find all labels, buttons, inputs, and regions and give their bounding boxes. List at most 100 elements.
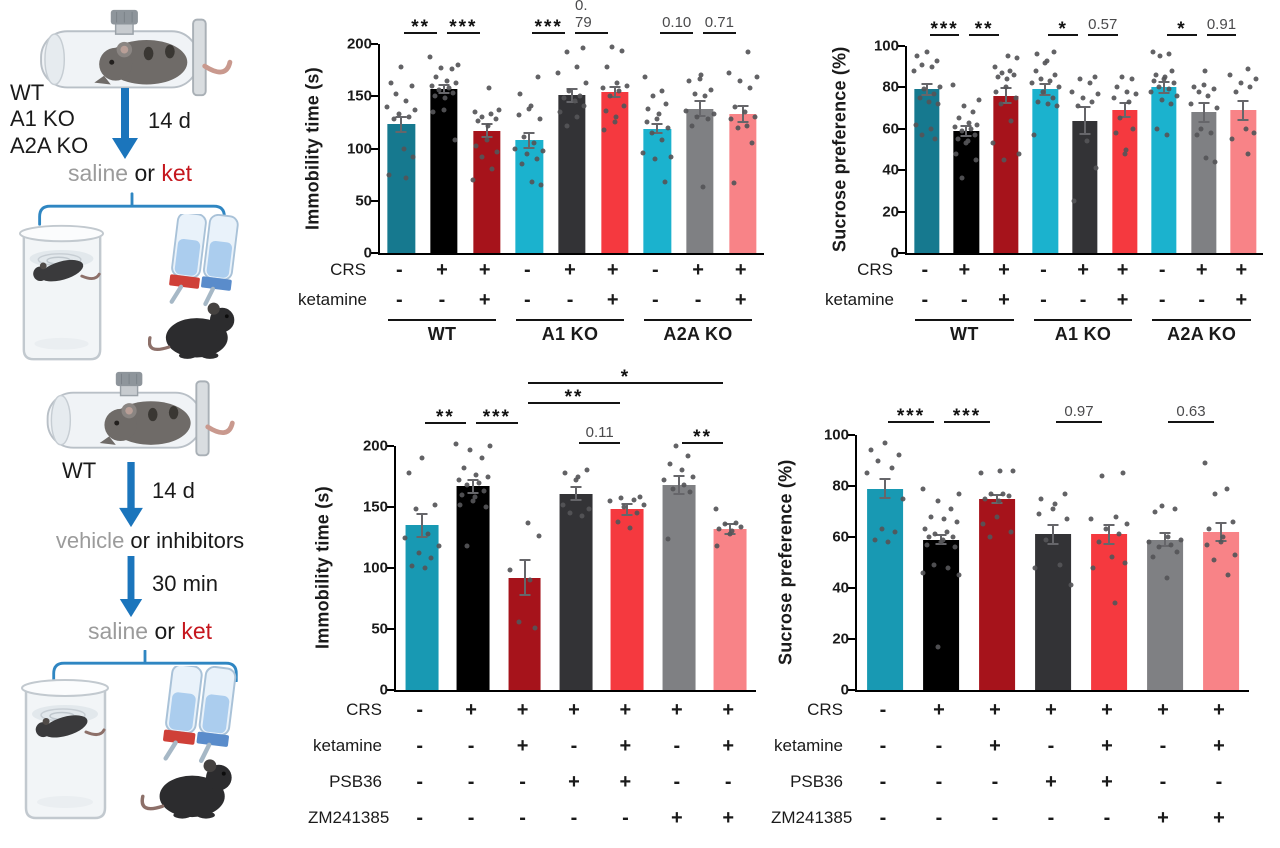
error-cap bbox=[651, 131, 663, 134]
bar-slot bbox=[1137, 435, 1193, 690]
data-point bbox=[744, 123, 750, 129]
error-cap bbox=[519, 594, 531, 597]
or-label: or bbox=[128, 160, 162, 186]
data-point bbox=[952, 124, 958, 130]
data-point bbox=[937, 84, 943, 90]
data-point bbox=[1095, 91, 1101, 97]
y-tick-label: 50 bbox=[355, 192, 372, 210]
data-point bbox=[1077, 76, 1083, 82]
bar-slot bbox=[550, 446, 601, 690]
data-point bbox=[885, 539, 891, 545]
error-cap bbox=[1079, 106, 1091, 109]
data-point bbox=[479, 114, 485, 120]
data-point bbox=[584, 467, 590, 473]
data-point bbox=[1174, 549, 1180, 555]
treatment-sign: + bbox=[1116, 289, 1129, 311]
treatment-row: ZM241385 - - - - - + + bbox=[308, 800, 754, 836]
data-point bbox=[931, 91, 937, 97]
data-point bbox=[673, 443, 679, 449]
data-point bbox=[1220, 534, 1226, 540]
data-point bbox=[464, 482, 470, 488]
data-point bbox=[948, 506, 954, 512]
data-point bbox=[535, 74, 541, 80]
data-point bbox=[1205, 93, 1211, 99]
data-point bbox=[579, 513, 585, 519]
treatment-sign: - bbox=[524, 259, 531, 281]
data-point bbox=[1004, 76, 1010, 82]
data-point bbox=[441, 107, 447, 113]
plot-area: 0 50 100 150 200 bbox=[363, 439, 756, 698]
data-point bbox=[692, 91, 698, 97]
data-point bbox=[473, 143, 479, 149]
data-point bbox=[914, 53, 920, 59]
y-tick-label: 60 bbox=[832, 528, 849, 546]
data-point bbox=[722, 521, 728, 527]
data-point bbox=[1251, 130, 1257, 136]
data-point bbox=[1034, 51, 1040, 57]
pretreatment-label: vehicle or inhibitors bbox=[0, 528, 300, 554]
data-point bbox=[980, 521, 986, 527]
error-cap bbox=[1103, 542, 1115, 545]
sig-label: 0.63 bbox=[1176, 403, 1206, 420]
data-point bbox=[401, 146, 407, 151]
y-tick-mark bbox=[898, 45, 905, 47]
treatment-sign: - bbox=[1215, 771, 1223, 793]
data-point bbox=[1124, 521, 1130, 527]
data-point bbox=[697, 76, 703, 81]
plot-area: 0 20 40 60 80 100 bbox=[824, 428, 1249, 698]
data-point bbox=[1109, 554, 1115, 560]
y-tick-mark bbox=[387, 445, 394, 447]
error-cap bbox=[879, 496, 891, 499]
data-point bbox=[642, 74, 648, 80]
treatment-sign: - bbox=[652, 259, 659, 281]
down-arrow-icon bbox=[112, 88, 138, 160]
bar bbox=[610, 509, 644, 690]
treatment-sign: + bbox=[989, 735, 1001, 757]
error-bar bbox=[1158, 81, 1170, 94]
data-point bbox=[612, 119, 618, 125]
data-point bbox=[882, 440, 888, 446]
treatment-sign: + bbox=[722, 735, 735, 757]
data-point bbox=[436, 87, 442, 93]
restraint-tube-illustration bbox=[42, 370, 237, 460]
treatment-row-label: ketamine bbox=[774, 736, 843, 755]
data-point bbox=[953, 151, 959, 157]
data-point bbox=[987, 534, 993, 540]
data-point bbox=[432, 502, 438, 508]
error-bar bbox=[1079, 106, 1091, 136]
data-point bbox=[733, 520, 739, 526]
error-cap bbox=[1198, 101, 1210, 104]
data-point bbox=[402, 535, 408, 540]
treatment-sign: - bbox=[416, 699, 424, 721]
group-label: WT bbox=[950, 324, 979, 344]
data-point bbox=[686, 78, 692, 84]
data-point bbox=[1129, 76, 1135, 82]
treatment-sign: + bbox=[1213, 735, 1225, 757]
error-bar bbox=[467, 478, 479, 494]
bar-slot bbox=[1065, 46, 1105, 253]
data-point bbox=[1042, 60, 1048, 66]
error-bar bbox=[438, 83, 450, 95]
data-point bbox=[419, 455, 425, 461]
data-point bbox=[562, 470, 568, 476]
treatment-sign: + bbox=[465, 699, 477, 721]
treatment-sign: - bbox=[622, 807, 629, 829]
error-bar bbox=[566, 87, 578, 103]
y-tick-mark bbox=[898, 169, 905, 172]
data-point bbox=[457, 502, 463, 508]
error-cap bbox=[1039, 83, 1051, 86]
data-point bbox=[631, 497, 637, 503]
error-cap bbox=[416, 513, 428, 516]
error-cap bbox=[519, 559, 531, 562]
data-point bbox=[919, 62, 925, 68]
data-point bbox=[1156, 84, 1162, 90]
data-point bbox=[464, 543, 470, 549]
data-point bbox=[493, 116, 499, 122]
data-point bbox=[516, 112, 522, 118]
data-point bbox=[1116, 531, 1122, 537]
bar-slot bbox=[679, 44, 722, 253]
treatment-row-label: ketamine bbox=[825, 290, 894, 309]
data-point bbox=[1253, 76, 1259, 82]
bar bbox=[1230, 110, 1256, 253]
data-point bbox=[521, 134, 527, 140]
